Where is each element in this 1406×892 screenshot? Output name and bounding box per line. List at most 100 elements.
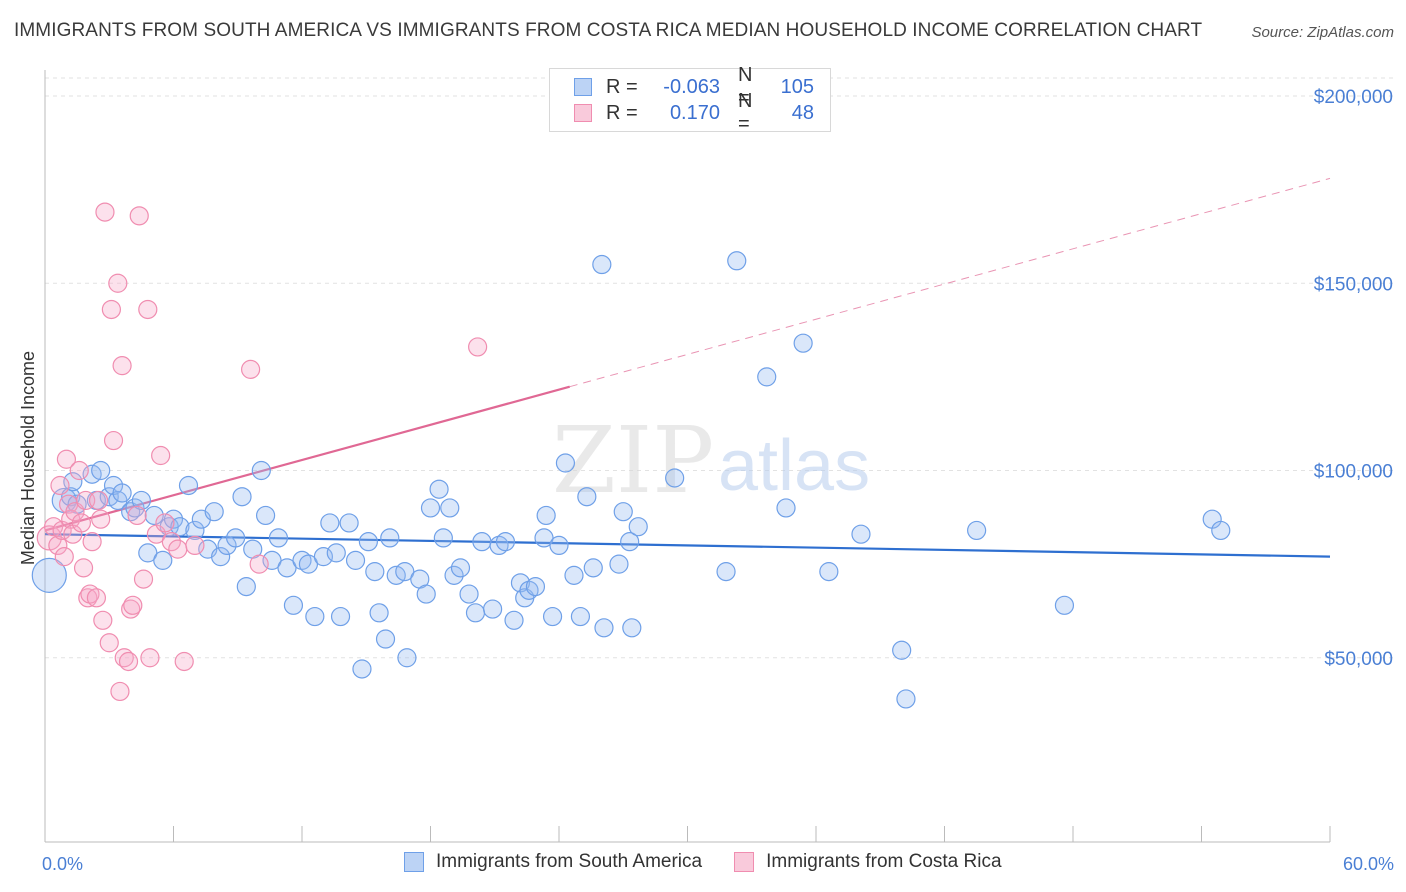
point-south-america-21 (178, 475, 199, 496)
point-costa-rica-41 (161, 532, 181, 552)
point-costa-rica-17 (82, 532, 102, 552)
point-south-america-16 (144, 505, 164, 526)
point-costa-rica-12 (71, 513, 92, 533)
data-points (31, 202, 1231, 709)
point-south-america-79 (555, 453, 576, 473)
point-costa-rica-33 (127, 505, 147, 526)
point-south-america-58 (420, 498, 441, 518)
point-south-america-83 (583, 558, 603, 578)
point-costa-rica-5 (54, 547, 74, 567)
point-south-america-84 (592, 254, 612, 275)
point-south-america-100 (896, 689, 916, 709)
series-swatch-costa-rica (734, 852, 755, 872)
point-south-america-63 (450, 558, 471, 578)
point-south-america-20 (170, 517, 190, 537)
point-south-america-78 (549, 535, 569, 556)
chart-title: IMMIGRANTS FROM SOUTH AMERICA VS IMMIGRA… (14, 20, 1203, 41)
point-south-america-61 (440, 498, 460, 518)
point-costa-rica-42 (168, 539, 188, 559)
y-tick-label: $50,000 (1324, 649, 1393, 670)
point-south-america-99 (892, 640, 912, 660)
point-south-america-29 (232, 487, 252, 507)
point-south-america-70 (504, 610, 524, 630)
point-costa-rica-47 (468, 337, 488, 357)
point-costa-rica-36 (138, 299, 158, 320)
x-tick-label-min: 0.0% (42, 854, 83, 874)
watermark-atlas: atlas (718, 426, 870, 506)
legend-n-label: N = (738, 90, 753, 135)
point-south-america-35 (268, 528, 289, 548)
point-south-america-44 (330, 606, 351, 627)
point-south-america-80 (564, 565, 584, 585)
point-south-america-101 (967, 520, 987, 541)
point-south-america-81 (570, 606, 591, 627)
point-south-america-94 (757, 367, 777, 387)
point-south-america-88 (620, 532, 640, 552)
y-tick-label: $150,000 (1314, 274, 1393, 295)
series-swatch-south-america (404, 852, 424, 872)
point-costa-rica-3 (50, 475, 70, 496)
legend-n-value: 48 (791, 101, 814, 124)
x-tick-label-max: 60.0% (1343, 854, 1394, 874)
point-costa-rica-37 (140, 648, 160, 668)
point-south-america-48 (358, 532, 378, 552)
point-costa-rica-46 (249, 554, 269, 574)
series-legend-costa-rica[interactable]: Immigrants from Costa Rica (734, 851, 1002, 873)
point-south-america-49 (365, 562, 385, 582)
point-costa-rica-35 (133, 569, 154, 589)
point-south-america-41 (313, 547, 334, 567)
point-south-america-33 (255, 505, 276, 526)
point-costa-rica-0 (36, 525, 62, 551)
point-south-america-66 (472, 532, 492, 552)
point-south-america-87 (613, 502, 633, 522)
legend-n-label: N = (738, 64, 753, 109)
point-south-america-85 (594, 618, 614, 638)
point-south-america-91 (665, 468, 685, 488)
point-south-america-28 (226, 528, 246, 548)
point-costa-rica-22 (95, 202, 115, 222)
point-south-america-22 (185, 520, 205, 541)
point-south-america-59 (429, 479, 449, 499)
legend-n-value: 105 (780, 75, 814, 98)
point-costa-rica-24 (101, 299, 121, 320)
series-label-south-america: Immigrants from South America (436, 851, 703, 872)
point-south-america-82 (577, 487, 597, 507)
point-south-america-55 (397, 648, 417, 668)
point-south-america-7 (91, 460, 111, 481)
legend-swatch-costa-rica (574, 104, 592, 122)
series-legend: Immigrants from South America Immigrants… (404, 851, 1034, 873)
point-south-america-17 (153, 550, 173, 570)
point-south-america-37 (283, 595, 304, 615)
point-south-america-52 (380, 528, 400, 548)
series-label-costa-rica: Immigrants from Costa Rica (766, 851, 1002, 872)
point-south-america-50 (369, 603, 389, 623)
point-south-america-32 (251, 460, 271, 481)
point-south-america-97 (819, 562, 839, 582)
point-south-america-62 (444, 565, 464, 585)
point-south-america-42 (320, 513, 340, 533)
chart-source: Source: ZipAtlas.com (1251, 24, 1394, 41)
point-south-america-95 (776, 498, 796, 518)
point-costa-rica-13 (73, 558, 94, 578)
point-south-america-47 (352, 659, 372, 679)
point-south-america-51 (375, 629, 396, 649)
point-costa-rica-18 (86, 588, 107, 608)
y-tick-labels: $50,000 $100,000 $150,000 $200,000 (1314, 87, 1393, 670)
y-axis-label: Median Household Income (18, 351, 38, 565)
point-costa-rica-26 (108, 273, 128, 293)
point-south-america-0 (31, 557, 67, 593)
point-south-america-43 (326, 543, 346, 563)
point-south-america-60 (433, 528, 453, 548)
series-legend-south-america[interactable]: Immigrants from South America (404, 851, 702, 873)
point-south-america-46 (345, 550, 366, 570)
x-tick-labels: 0.0% 60.0% (42, 854, 1394, 874)
legend-row-costa-rica: R = 0.170 N = 48 (574, 90, 814, 135)
point-costa-rica-27 (110, 681, 130, 702)
y-tick-label: $200,000 (1314, 87, 1393, 108)
point-south-america-65 (465, 603, 486, 623)
legend-r-value: 0.170 (669, 101, 720, 124)
point-south-america-30 (236, 576, 256, 597)
legend-r-label: R = (606, 101, 638, 124)
point-costa-rica-40 (155, 513, 175, 533)
point-south-america-57 (416, 584, 436, 604)
